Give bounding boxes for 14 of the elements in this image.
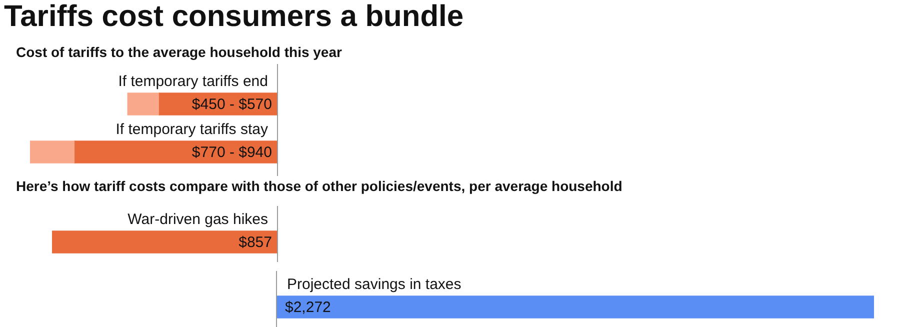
bar bbox=[127, 92, 160, 116]
text: Here’s how tariff costs compare with those of other policies/events, per average household bbox=[16, 178, 622, 194]
data-label: $770 - $940 bbox=[192, 144, 272, 162]
bar bbox=[74, 140, 278, 164]
data-label: $450 - $570 bbox=[192, 96, 272, 114]
category-label: Projected savings in taxes bbox=[287, 276, 462, 294]
category-label: If temporary tariffs stay bbox=[116, 121, 268, 138]
bar bbox=[30, 140, 76, 164]
category-label: If temporary tariffs end bbox=[118, 73, 268, 90]
category-label: War-driven gas hikes bbox=[128, 211, 268, 228]
data-label: $2,272 bbox=[285, 299, 331, 316]
data-label: $857 bbox=[238, 234, 272, 252]
chart-title: Tariffs cost consumers a bundle bbox=[4, 0, 464, 34]
chart-subtitle: Cost of tariffs to the average household this year bbox=[16, 44, 342, 60]
